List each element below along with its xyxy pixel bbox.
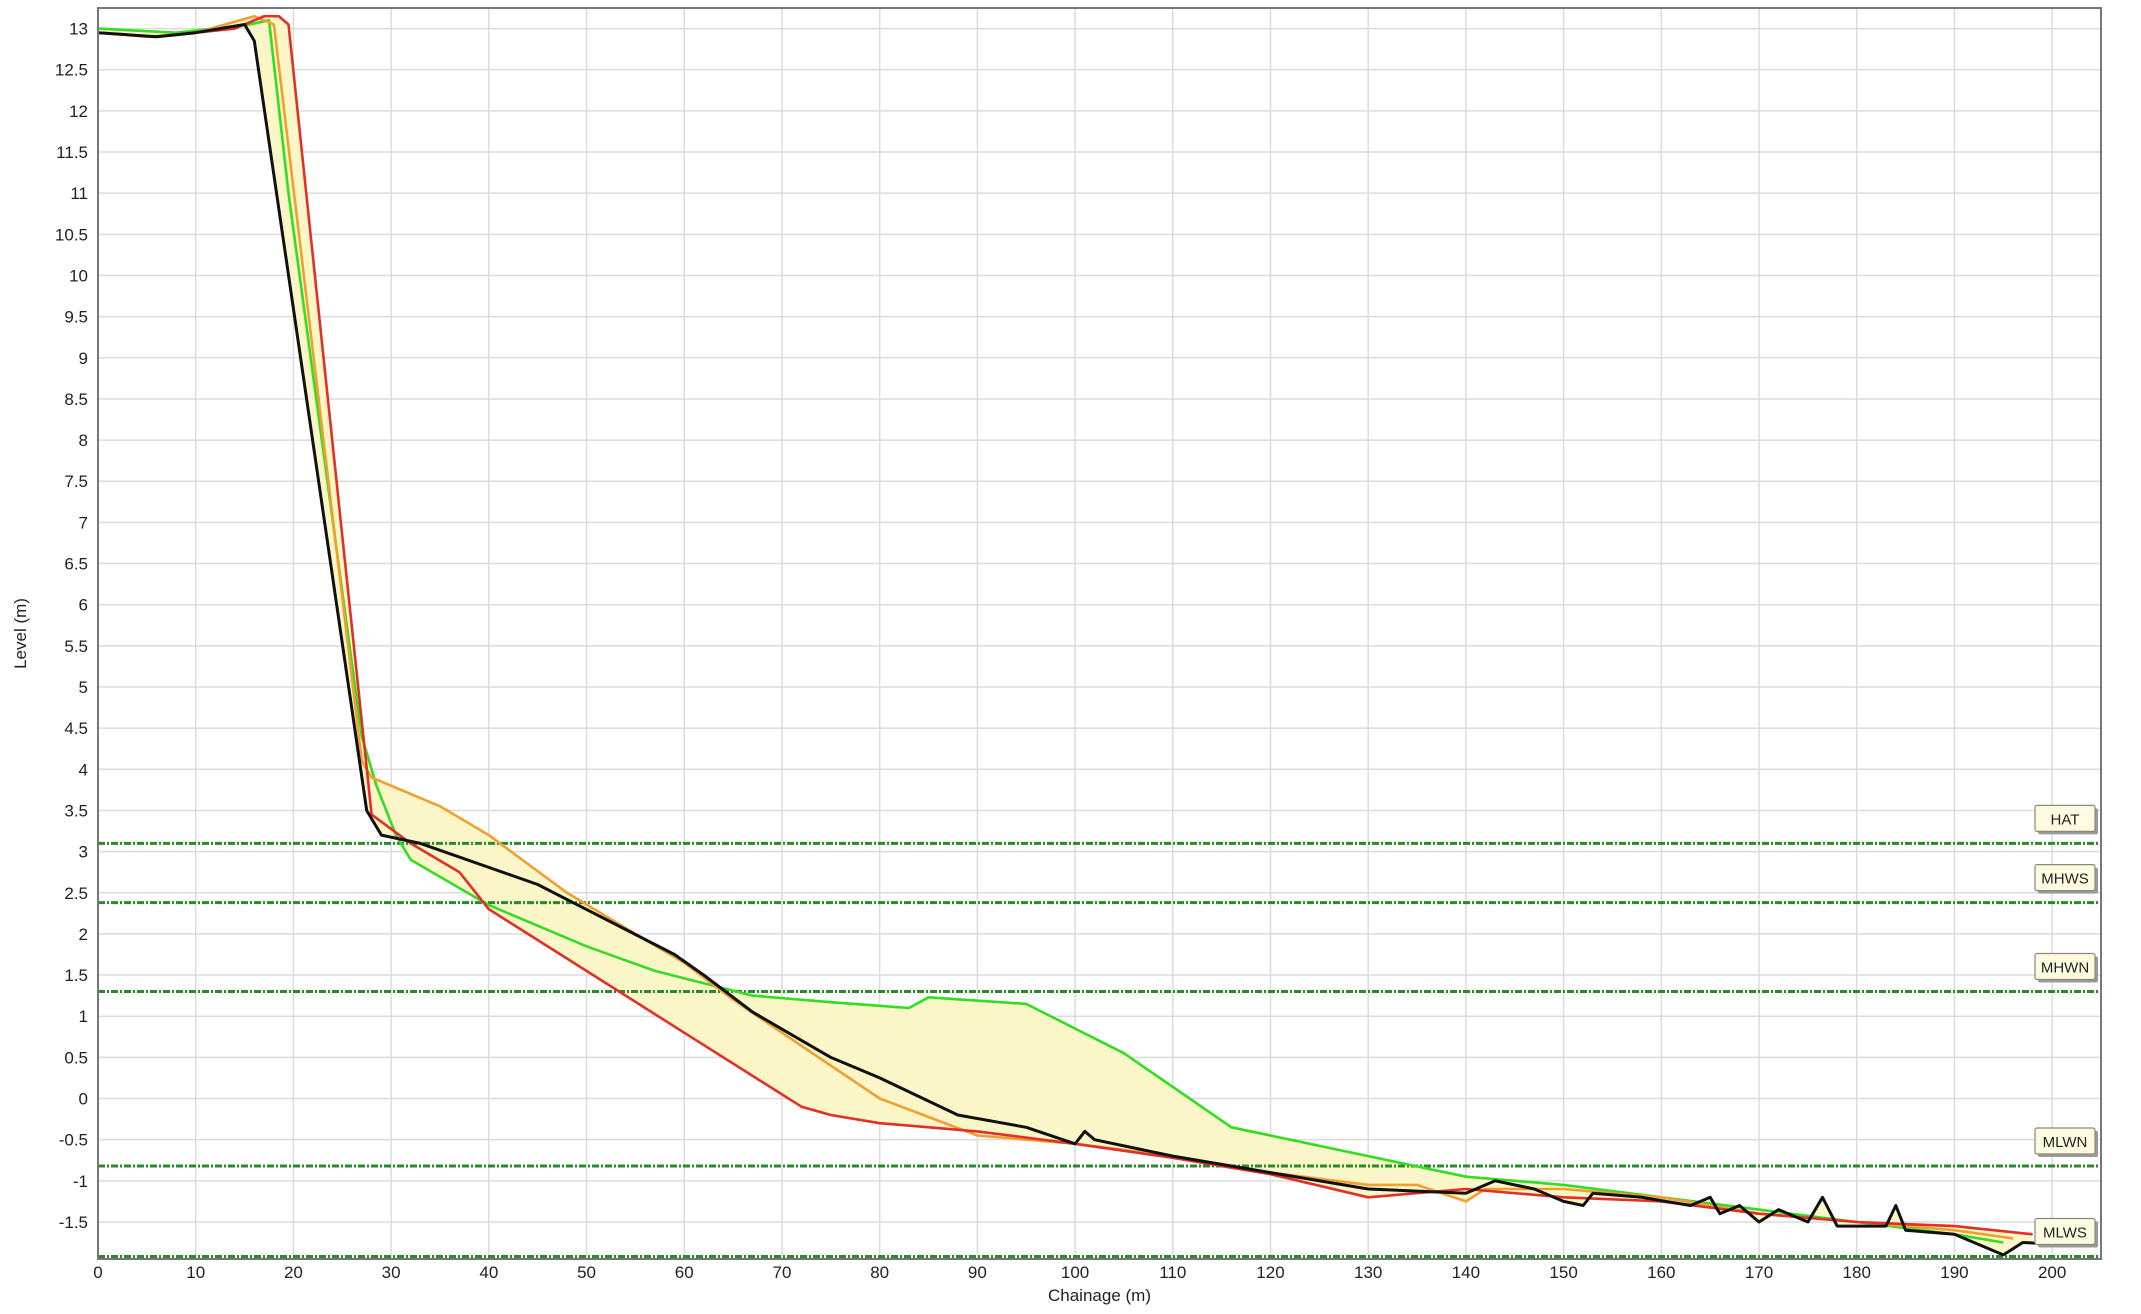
y-tick-label: 11.5 xyxy=(56,143,88,162)
y-tick-label: 2.5 xyxy=(64,884,88,903)
plot-border xyxy=(97,7,2102,1260)
x-tick-label: 70 xyxy=(772,1263,791,1282)
tide-label-text: MHWS xyxy=(2041,871,2089,888)
tide-label-box xyxy=(2034,1217,2096,1246)
x-tick-label: 160 xyxy=(1647,1263,1675,1282)
y-tick-label: 5 xyxy=(79,678,88,697)
x-tick-label: 180 xyxy=(1843,1263,1871,1282)
y-tick-label: 6 xyxy=(79,596,88,615)
y-tick-label: 4.5 xyxy=(64,719,88,738)
tide-label-box xyxy=(2034,804,2096,832)
y-tick-label: 6.5 xyxy=(64,555,88,574)
x-tick-label: 200 xyxy=(2038,1263,2066,1282)
x-tick-label: 0 xyxy=(93,1263,102,1282)
x-tick-label: 60 xyxy=(675,1263,694,1282)
y-tick-label: -1.5 xyxy=(59,1213,88,1232)
y-tick-label: 2 xyxy=(79,925,88,944)
y-tick-label: 9 xyxy=(79,349,88,368)
y-tick-label: 7.5 xyxy=(64,472,88,491)
series-line-red xyxy=(97,14,2033,1236)
y-tick-label: 8.5 xyxy=(64,390,88,409)
tide-label-text: HAT xyxy=(2051,811,2080,828)
y-tick-label: 3 xyxy=(79,843,88,862)
profile-series xyxy=(97,14,2072,1257)
x-tick-label: 140 xyxy=(1452,1263,1480,1282)
y-tick-label: 4 xyxy=(79,760,88,779)
x-tick-label: 110 xyxy=(1159,1263,1186,1282)
y-tick-labels: -1.5-1-0.500.511.522.533.544.555.566.577… xyxy=(55,20,88,1232)
y-tick-label: 0 xyxy=(79,1090,88,1109)
x-tick-labels: 0 10 20 30 40 50 60 70 80 90 100 110 120 130 140 150 160… xyxy=(93,1263,2066,1282)
series-line-orange xyxy=(97,14,2014,1240)
tide-label-text: MLWN xyxy=(2043,1134,2088,1151)
envelope-area xyxy=(98,16,2033,1255)
tide-level-labels: HAT MHWS MHWN MLWN MLWS xyxy=(2034,804,2098,1248)
tide-label-box xyxy=(2034,952,2096,981)
y-tick-label: 11 xyxy=(70,184,88,203)
y-tick-label: 10 xyxy=(69,266,88,285)
x-tick-label: 50 xyxy=(577,1263,596,1282)
tide-label-text: MLWS xyxy=(2043,1225,2087,1242)
x-tick-label: 190 xyxy=(1940,1263,1968,1282)
y-tick-label: 9.5 xyxy=(64,308,88,327)
x-tick-label: 170 xyxy=(1745,1263,1773,1282)
tide-label-mhwn: MHWN xyxy=(2034,952,2098,983)
y-tick-label: -0.5 xyxy=(59,1131,88,1150)
y-tick-label: 8 xyxy=(79,431,88,450)
tide-label-mlws: MLWS xyxy=(2034,1217,2098,1248)
x-tick-label: 120 xyxy=(1256,1263,1284,1282)
x-tick-label: 40 xyxy=(479,1263,498,1282)
tide-label-box xyxy=(2034,864,2096,892)
y-tick-label: 12 xyxy=(69,102,88,121)
tide-label-text: MHWN xyxy=(2041,960,2089,977)
x-tick-label: 100 xyxy=(1061,1263,1089,1282)
y-tick-label: 7 xyxy=(79,513,88,532)
x-tick-label: 80 xyxy=(870,1263,889,1282)
x-tick-label: 20 xyxy=(284,1263,303,1282)
x-tick-label: 10 xyxy=(186,1263,205,1282)
y-tick-label: 0.5 xyxy=(64,1048,88,1067)
y-tick-label: 1 xyxy=(79,1007,88,1026)
x-tick-label: 130 xyxy=(1354,1263,1382,1282)
tide-label-box xyxy=(2034,1127,2096,1155)
tide-label-mlwn: MLWN xyxy=(2034,1127,2098,1157)
y-tick-label: 12.5 xyxy=(55,61,88,80)
y-tick-label: 13 xyxy=(69,20,88,39)
x-tick-label: 150 xyxy=(1549,1263,1577,1282)
x-tick-label: 30 xyxy=(382,1263,401,1282)
tide-level-lines xyxy=(98,841,2101,1259)
tide-label-hat: HAT xyxy=(2034,804,2098,835)
series-line-black xyxy=(97,23,2072,1257)
y-tick-label: 10.5 xyxy=(55,225,88,244)
y-axis-title: Level (m) xyxy=(11,598,30,669)
series-line-green xyxy=(97,18,2004,1244)
change-envelope-fill xyxy=(98,16,2033,1255)
tide-label-mhws: MHWS xyxy=(2034,864,2098,894)
y-tick-label: 3.5 xyxy=(64,801,88,820)
x-axis-title: Chainage (m) xyxy=(1048,1286,1151,1305)
y-tick-label: 1.5 xyxy=(64,966,88,985)
y-tick-label: -1 xyxy=(73,1172,88,1191)
y-tick-label: 5.5 xyxy=(64,637,88,656)
x-tick-label: 90 xyxy=(968,1263,987,1282)
